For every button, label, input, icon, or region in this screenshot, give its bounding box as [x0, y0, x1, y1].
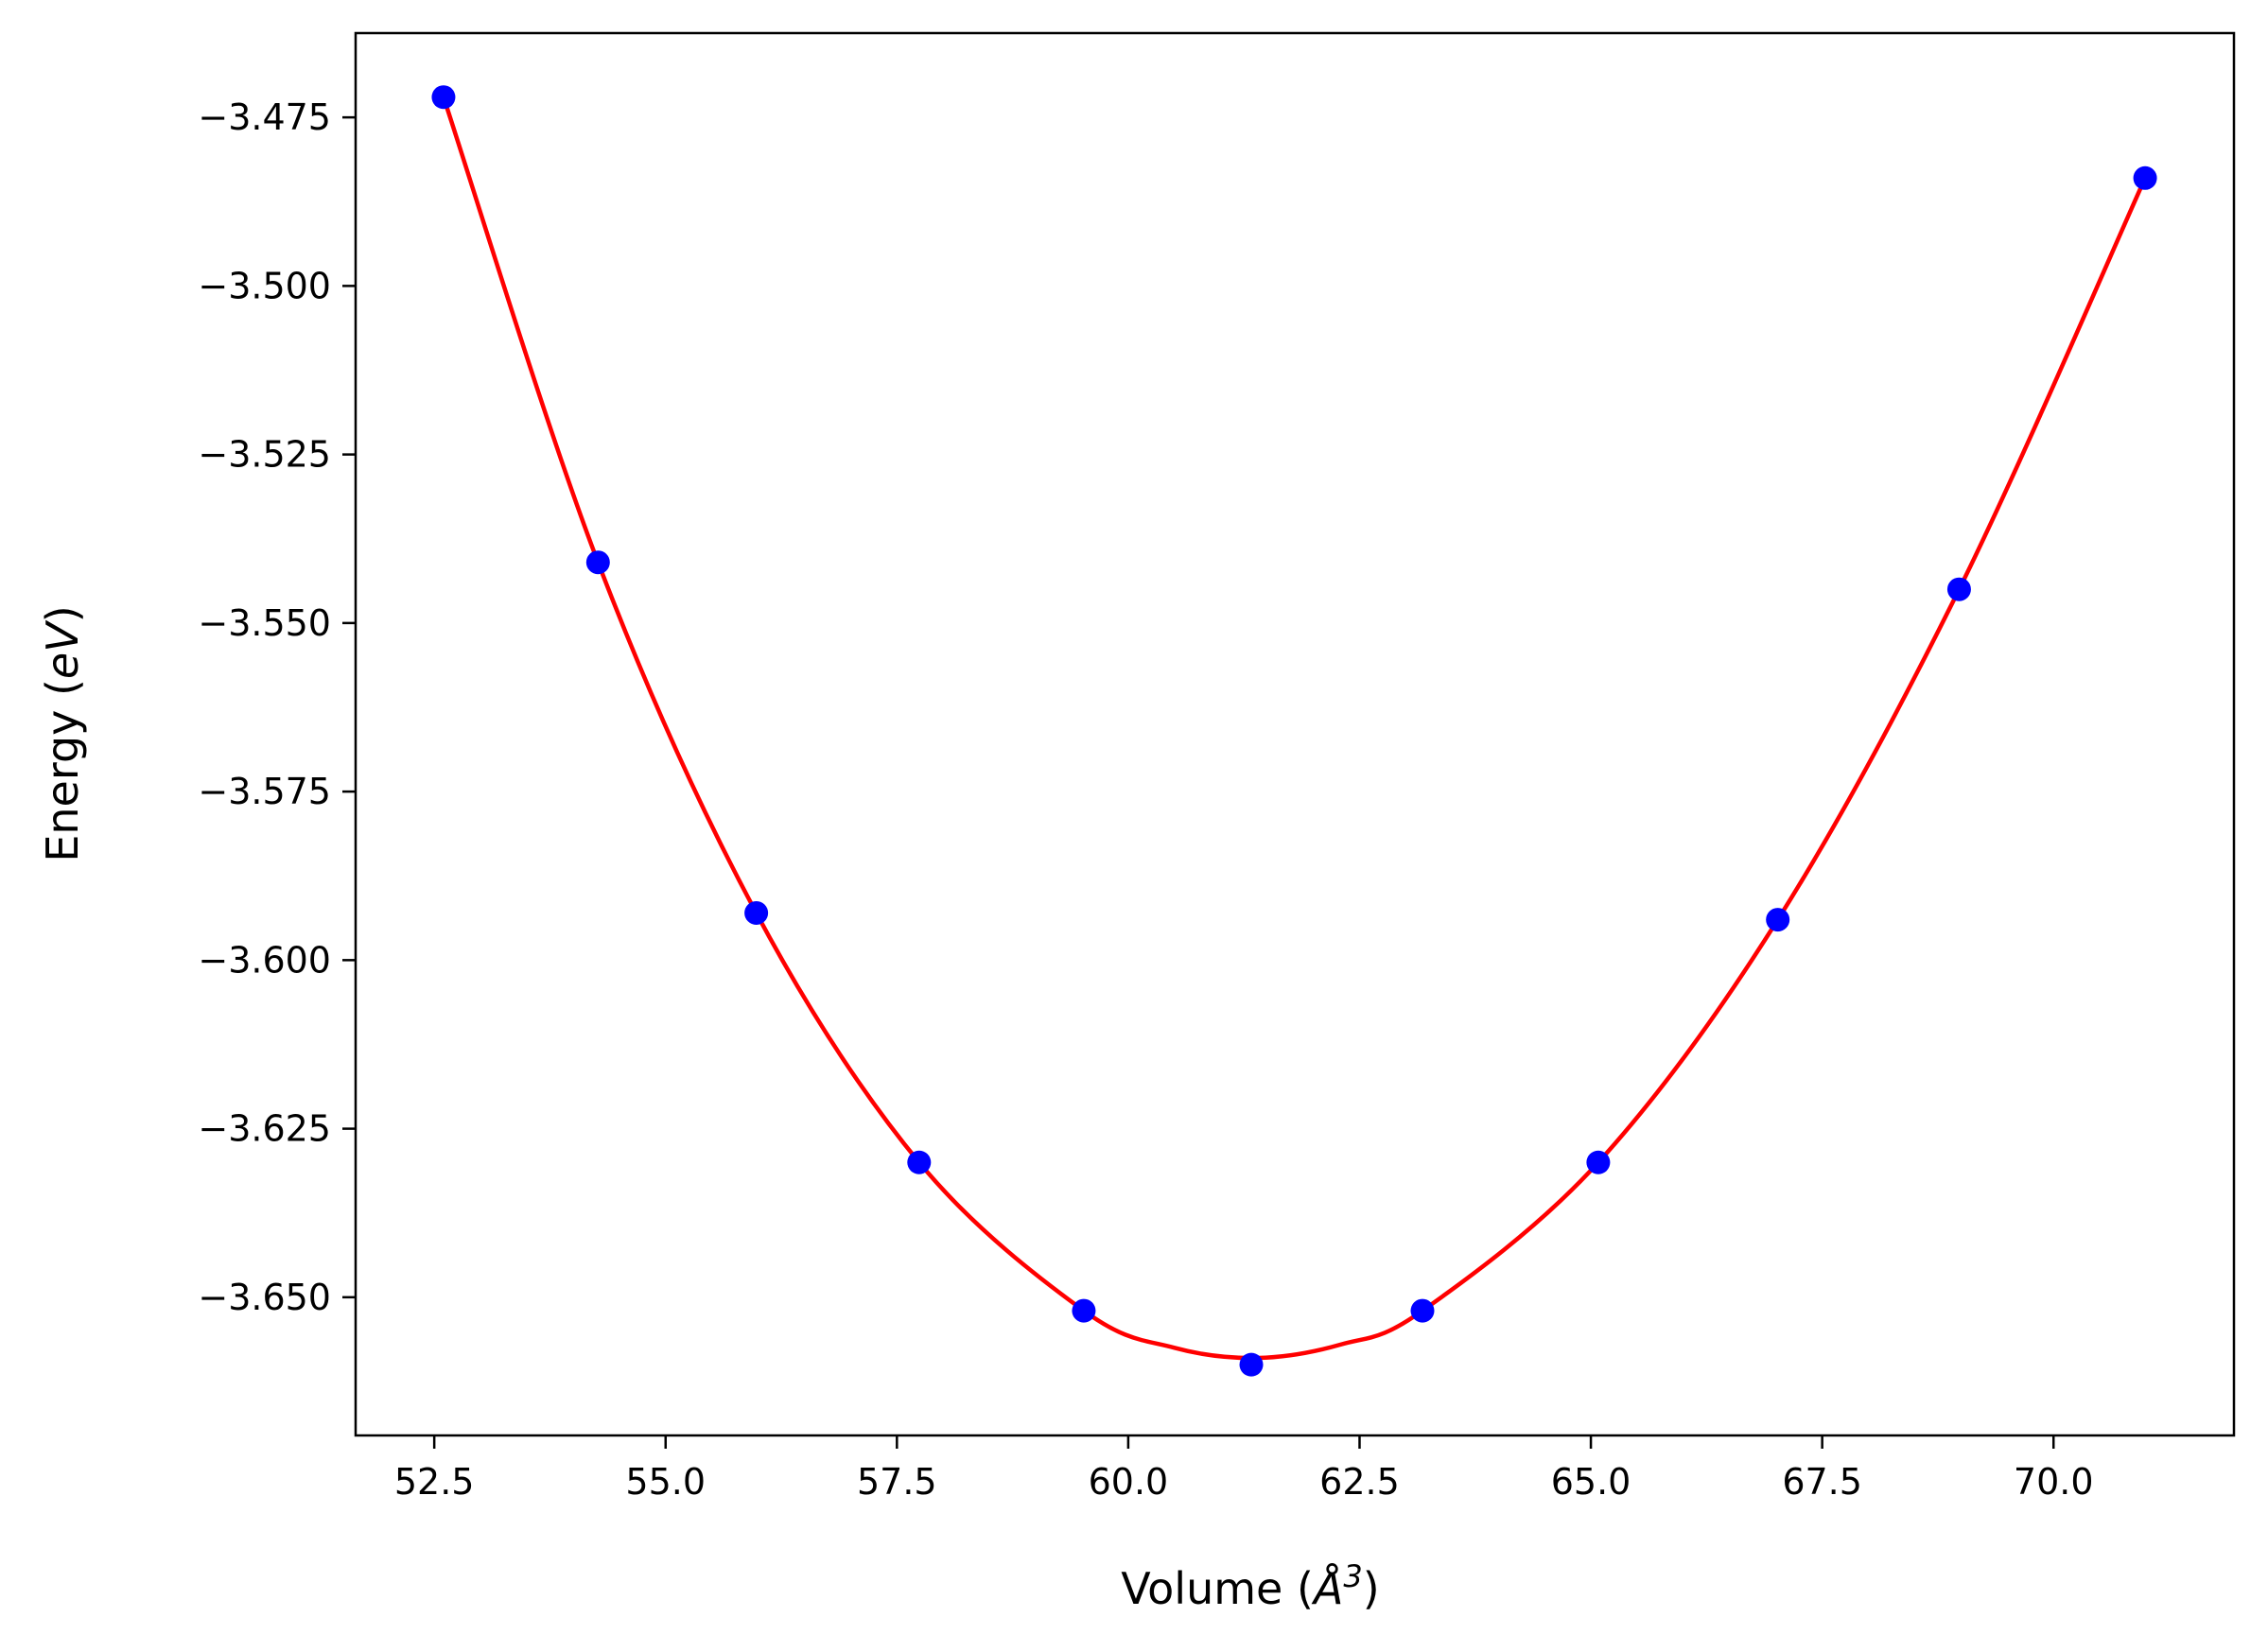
x-tick-label: 70.0 — [2014, 1461, 2094, 1503]
y-tick-label: −3.575 — [198, 771, 331, 812]
data-point — [907, 1150, 932, 1174]
x-axis-unit: Å — [1311, 1563, 1343, 1614]
x-tick-label: 52.5 — [394, 1461, 475, 1503]
y-tick-label: −3.650 — [198, 1277, 331, 1318]
y-tick-label: −3.525 — [198, 434, 331, 476]
data-point — [1072, 1298, 1096, 1323]
y-tick-label: −3.550 — [198, 602, 331, 644]
data-point — [2133, 165, 2157, 190]
axis-ticks: 52.5 55.0 57.5 60.0 62.5 65.0 67.5 70.0 −3.475 −3… — [198, 96, 2093, 1503]
x-tick-label: 62.5 — [1319, 1461, 1400, 1503]
y-axis-label-text: Energy — [37, 710, 88, 862]
data-point — [1239, 1352, 1264, 1377]
data-point — [1766, 908, 1790, 932]
x-tick-label: 60.0 — [1089, 1461, 1169, 1503]
data-point — [431, 85, 456, 110]
y-axis-unit: eV — [37, 619, 88, 679]
y-tick-label: −3.625 — [198, 1108, 331, 1150]
x-tick-label: 65.0 — [1551, 1461, 1631, 1503]
y-tick-label: −3.500 — [198, 265, 331, 306]
x-tick-label: 57.5 — [857, 1461, 937, 1503]
plot-frame — [354, 31, 2236, 1437]
data-point — [1410, 1298, 1435, 1323]
series-layer — [431, 85, 2157, 1377]
data-point — [1946, 577, 1971, 601]
x-tick-label: 55.0 — [625, 1461, 706, 1503]
x-axis-unit-superscript: 3 — [1343, 1558, 1362, 1594]
x-axis-label: Volume (Å3) — [1121, 1558, 1379, 1614]
data-point — [585, 550, 610, 575]
x-tick-label: 67.5 — [1782, 1461, 1862, 1503]
y-axis-label: Energy (eV) — [37, 605, 88, 861]
y-tick-label: −3.600 — [198, 939, 331, 981]
y-tick-label: −3.475 — [198, 96, 331, 138]
data-point — [744, 900, 769, 925]
x-axis-label-text: Volume — [1121, 1563, 1282, 1614]
data-point — [1586, 1150, 1611, 1174]
